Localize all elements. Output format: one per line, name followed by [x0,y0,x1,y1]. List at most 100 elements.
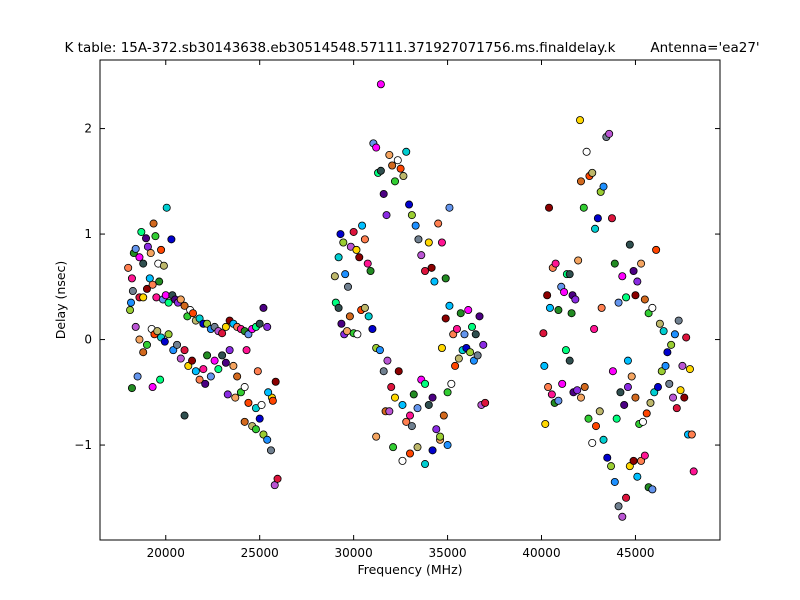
data-point [388,161,397,170]
data-point [257,400,266,409]
data-point [131,244,140,253]
data-point [599,182,608,191]
data-point [421,266,430,275]
y-axis-label: Delay (nsec) [53,261,68,340]
data-point [188,356,197,365]
data-point [554,306,563,315]
data-point [689,467,698,476]
data-point [665,379,674,388]
data-point [244,398,253,407]
data-point [466,348,475,357]
data-points [124,80,698,521]
data-point [413,443,422,452]
data-point [659,327,668,336]
data-point [360,235,369,244]
data-point [576,393,585,402]
data-point [460,330,469,339]
data-point [127,274,136,283]
data-point [678,361,687,370]
data-point [573,386,582,395]
data-point [576,177,585,186]
data-point [336,230,345,239]
data-point [376,166,385,175]
data-point [441,314,450,323]
data-point [669,393,678,402]
data-point [399,172,408,181]
data-point [191,367,200,376]
data-point [405,449,414,458]
data-point [162,203,171,212]
data-point [363,259,372,268]
data-point [368,325,377,334]
data-point [479,340,488,349]
data-point [411,221,420,230]
data-point [646,398,655,407]
data-point [560,288,569,297]
data-point [148,383,157,392]
data-point [155,277,164,286]
data-point [430,277,439,286]
data-point [133,372,142,381]
data-point [389,443,398,452]
data-point [345,312,354,321]
data-point [349,227,358,236]
data-point [176,295,185,304]
data-point [159,261,168,270]
data-point [667,340,676,349]
data-point [642,409,651,418]
data-point [654,383,663,392]
data-point [387,383,396,392]
data-point [341,270,350,279]
data-point [396,164,405,173]
data-point [443,441,452,450]
data-point [551,259,560,268]
data-point [414,235,423,244]
data-point [599,435,608,444]
x-tick-label: 45000 [616,546,654,560]
data-point [139,259,148,268]
data-point [139,293,148,302]
data-point [330,272,339,281]
data-point [633,472,642,481]
data-point [407,211,416,220]
data-point [445,301,454,310]
data-point [471,330,480,339]
data-point [221,358,230,367]
data-point [334,303,343,312]
data-point [266,446,275,455]
data-point [126,306,135,315]
data-point [176,354,185,363]
data-point [263,435,272,444]
plot-area: 20000 25000 30000 35000 40000 45000 −1 0 1 2 [74,59,721,560]
data-point [685,365,694,374]
data-point [580,383,589,392]
data-point [608,367,617,376]
data-point [539,329,548,338]
chart-title: K table: 15A-372.sb30143638.eb30514548.5… [65,40,616,56]
data-point [541,419,550,428]
data-point [214,365,223,374]
data-point [622,293,631,302]
data-point [631,291,640,300]
data-point [382,211,391,220]
data-point [545,303,554,312]
data-point [131,322,140,331]
data-point [127,384,136,393]
data-point [218,351,227,360]
x-tick-label: 40000 [522,546,560,560]
y-tick-label: 1 [84,227,92,241]
data-point [610,259,619,268]
data-point [146,249,155,258]
data-point [680,393,689,402]
data-point [153,327,162,336]
data-point [398,400,407,409]
y-tick-label: −1 [74,438,92,452]
data-point [467,322,476,331]
data-point [475,312,484,321]
data-point [588,438,597,447]
data-point [259,303,268,312]
data-point [432,425,441,434]
data-point [402,147,411,156]
data-point [372,432,381,441]
